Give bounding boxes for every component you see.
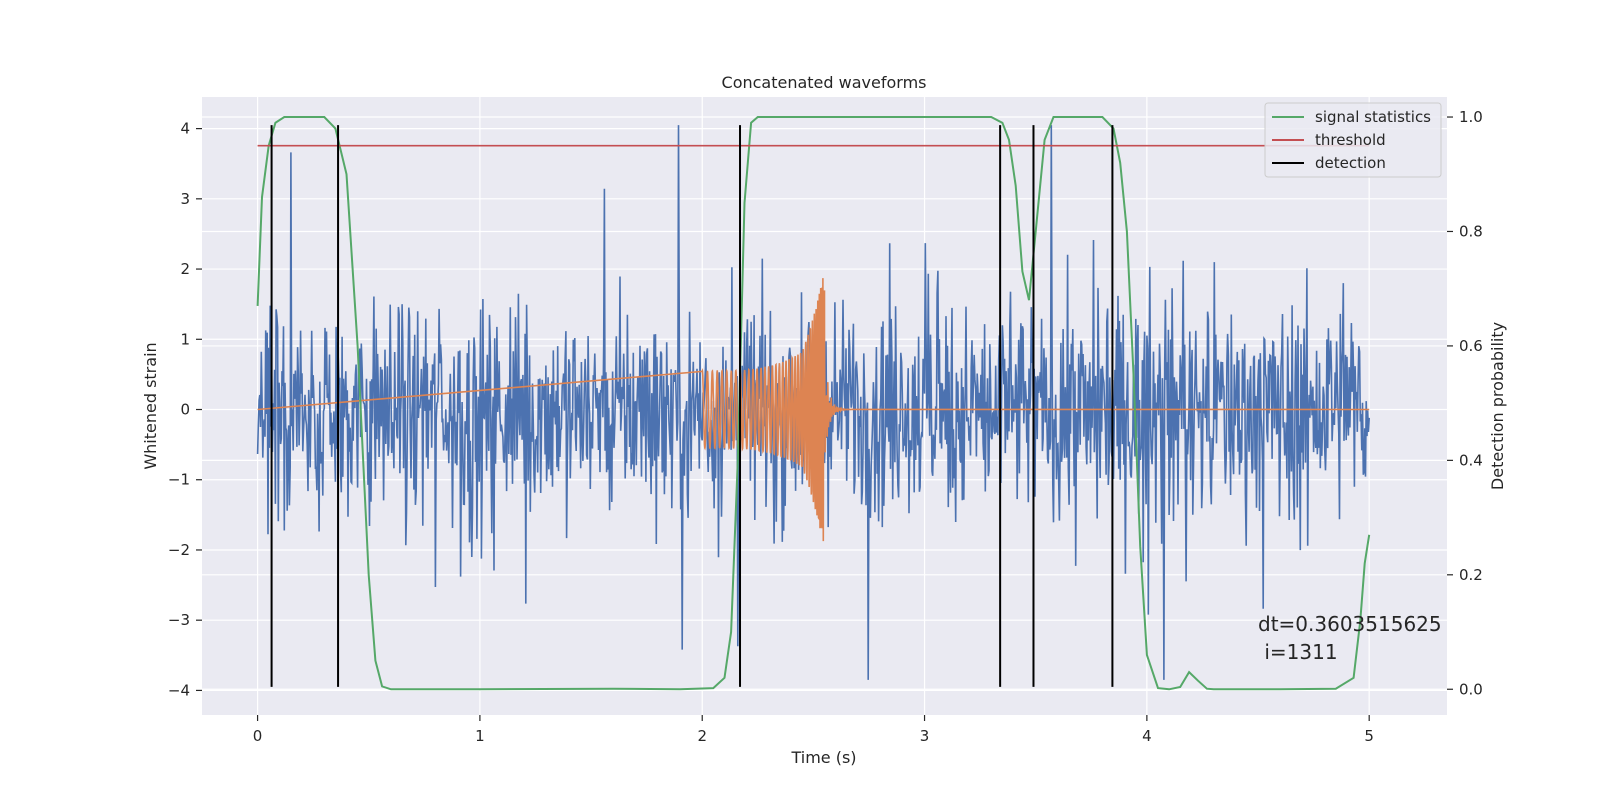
x-tick-label: 1 [475,727,485,745]
legend-label-threshold: threshold [1315,131,1386,149]
x-axis-label: Time (s) [790,748,856,767]
y2-tick-label: 1.0 [1459,108,1483,126]
x-tick-label: 4 [1142,727,1152,745]
y-axis-label: Whitened strain [141,342,160,469]
y2-tick-label: 0.6 [1459,337,1483,355]
data-layer [256,116,1371,691]
y-tick-label: −4 [168,681,190,699]
y-tick-label: 1 [180,330,190,348]
y-tick-label: −3 [168,611,190,629]
y-tick-label: −1 [168,471,190,489]
legend-label-signal-statistics: signal statistics [1315,108,1431,126]
y2-tick-label: 0.0 [1459,680,1483,698]
x-tick-label: 2 [697,727,707,745]
detection-lines [270,125,1114,687]
y2-tick-label: 0.4 [1459,451,1483,469]
annotation-dt: dt=0.3603515625 [1258,612,1442,636]
x-tick-label: 3 [920,727,930,745]
y-tick-label: 0 [180,401,190,419]
y-tick-label: −2 [168,541,190,559]
annotation-index: i=1311 [1258,640,1338,664]
injection-series-line [257,278,1370,542]
y2-axis-label: Detection probability [1488,322,1507,490]
signal-statistics-line [256,116,1371,691]
x-tick-label: 5 [1364,727,1374,745]
y-tick-label: 3 [180,190,190,208]
y2-tick-label: 0.8 [1459,222,1483,240]
legend: signal statistics threshold detection [1264,102,1442,178]
chart-title: Concatenated waveforms [722,73,927,92]
legend-label-detection: detection [1315,154,1386,172]
legend-box [1264,102,1442,178]
axes: 0 1 2 3 4 5 −4 −3 −2 −1 0 1 2 3 4 0.0 0.2 0.4 0.6 0.8 1.0 [168,108,1483,745]
x-tick-label: 0 [253,727,263,745]
y-tick-label: 4 [180,120,190,138]
y-tick-label: 2 [180,260,190,278]
y2-tick-label: 0.2 [1459,566,1483,584]
